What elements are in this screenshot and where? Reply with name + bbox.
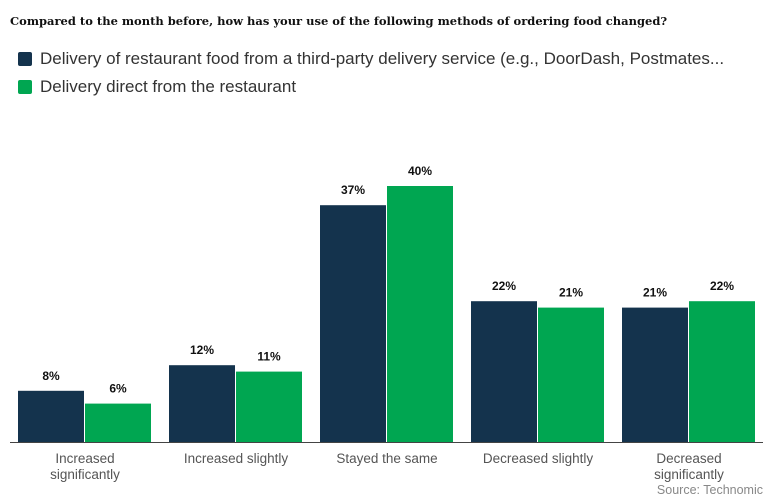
bar-s1-c1 <box>236 371 302 442</box>
bar-s0-c2 <box>320 205 386 442</box>
data-label-s1-c3: 21% <box>559 286 583 300</box>
bar-s1-c3 <box>538 307 604 442</box>
legend-swatch-direct <box>18 80 32 94</box>
data-label-s1-c2: 40% <box>408 164 432 178</box>
bar-s1-c0 <box>85 403 151 442</box>
data-label-s1-c1: 11% <box>257 350 281 364</box>
bar-s0-c1 <box>169 365 235 442</box>
category-label-1-0: Increased slightly <box>184 451 289 466</box>
data-label-s0-c1: 12% <box>190 343 214 357</box>
data-label-s0-c0: 8% <box>42 369 60 383</box>
legend-swatch-third-party <box>18 52 32 66</box>
bar-s1-c2 <box>387 186 453 442</box>
data-label-s0-c2: 37% <box>341 183 365 197</box>
category-label-3-0: Decreased slightly <box>483 451 594 466</box>
source-note: Source: Technomic <box>656 483 763 497</box>
category-label-4-0: Decreased <box>656 451 721 466</box>
bar-s0-c4 <box>622 307 688 442</box>
bar-s0-c3 <box>471 301 537 442</box>
category-label-0-0: Increased <box>55 451 114 466</box>
legend-item-third-party: Delivery of restaurant food from a third… <box>18 46 724 72</box>
bar-s0-c0 <box>18 390 84 442</box>
data-label-s0-c3: 22% <box>492 279 516 293</box>
category-label-0-1: significantly <box>50 467 120 482</box>
data-label-s1-c0: 6% <box>109 382 127 396</box>
category-label-2-0: Stayed the same <box>336 451 437 466</box>
data-label-s0-c4: 21% <box>643 286 667 300</box>
bar-s1-c4 <box>689 301 755 442</box>
chart-title: Compared to the month before, how has yo… <box>10 14 668 28</box>
legend-item-direct: Delivery direct from the restaurant <box>18 74 724 100</box>
legend: Delivery of restaurant food from a third… <box>18 46 724 102</box>
data-label-s1-c4: 22% <box>710 279 734 293</box>
category-label-4-1: significantly <box>654 467 724 482</box>
